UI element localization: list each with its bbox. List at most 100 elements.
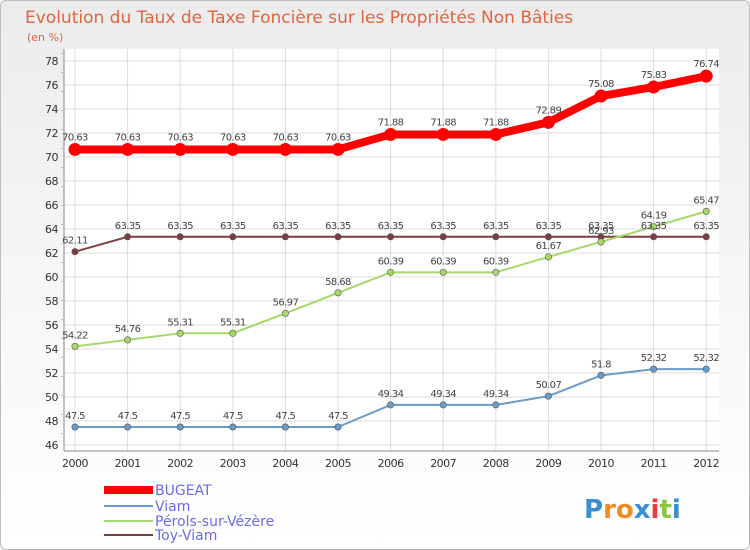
logo-letter: i <box>651 495 660 525</box>
logo-letter: x <box>634 495 651 525</box>
data-label: 54.76 <box>115 324 141 335</box>
data-label: 64.19 <box>641 211 667 222</box>
data-point <box>594 89 608 103</box>
data-point <box>71 342 79 350</box>
y-tick-label: 76 <box>45 79 58 92</box>
data-point <box>124 423 132 431</box>
data-label: 63.35 <box>693 221 719 232</box>
data-point <box>541 115 555 129</box>
y-tick-label: 62 <box>45 247 58 260</box>
data-point <box>124 233 132 241</box>
grid-layer <box>64 49 719 451</box>
y-tick-label: 64 <box>45 223 58 236</box>
data-point <box>439 268 447 276</box>
data-point <box>71 248 79 256</box>
data-point <box>702 365 710 373</box>
data-label: 63.35 <box>483 221 509 232</box>
logo-letter: i <box>672 495 681 525</box>
data-label: 60.39 <box>483 256 509 267</box>
chart-title: Evolution du Taux de Taxe Foncière sur l… <box>25 8 573 28</box>
data-label: 70.63 <box>167 132 193 143</box>
data-label: 47.5 <box>118 411 138 422</box>
data-point <box>597 371 605 379</box>
data-label: 63.35 <box>167 221 193 232</box>
data-label: 58.68 <box>325 277 351 288</box>
data-point <box>334 289 342 297</box>
data-point <box>176 233 184 241</box>
chart-subtitle: (en %) <box>27 31 63 44</box>
y-tick-label: 60 <box>45 271 58 284</box>
data-point <box>176 329 184 337</box>
data-label: 63.35 <box>641 221 667 232</box>
data-label: 60.39 <box>430 256 456 267</box>
y-tick-label: 74 <box>45 103 58 116</box>
data-point <box>331 142 345 156</box>
legend-label: Viam <box>155 499 190 515</box>
data-point <box>278 142 292 156</box>
x-tick-label: 2000 <box>62 457 88 470</box>
data-label: 51.8 <box>591 359 611 370</box>
data-label: 70.63 <box>62 132 88 143</box>
legend-label: BUGEAT <box>155 483 212 499</box>
x-tick-label: 2005 <box>325 457 351 470</box>
data-point <box>439 233 447 241</box>
data-label: 47.5 <box>65 411 85 422</box>
y-tick-label: 58 <box>45 295 58 308</box>
data-label: 62.11 <box>62 236 88 247</box>
data-label: 75.83 <box>641 70 667 81</box>
data-point <box>650 233 658 241</box>
data-label: 49.34 <box>430 389 456 400</box>
data-point <box>68 142 82 156</box>
x-tick-label: 2002 <box>167 457 193 470</box>
data-point <box>702 207 710 215</box>
x-tick-label: 2009 <box>535 457 561 470</box>
plot-area <box>64 49 719 451</box>
data-point <box>384 127 398 141</box>
data-point <box>650 365 658 373</box>
axis-layer: 46 48 50 52 54 56 58 60 62 64 66 68 70 72 74 76 78 2000 20… <box>45 49 720 470</box>
data-label: 71.88 <box>430 117 456 128</box>
data-label: 47.5 <box>170 411 190 422</box>
data-point <box>226 142 240 156</box>
data-point <box>281 423 289 431</box>
data-label: 62.93 <box>588 226 614 237</box>
data-label: 63.35 <box>220 221 246 232</box>
data-label: 63.35 <box>273 221 299 232</box>
data-point <box>173 142 187 156</box>
x-tick-label: 2007 <box>430 457 456 470</box>
data-point <box>439 401 447 409</box>
data-point <box>281 233 289 241</box>
data-label: 54.22 <box>62 330 88 341</box>
data-label: 71.88 <box>483 117 509 128</box>
data-point <box>597 238 605 246</box>
data-point <box>702 233 710 241</box>
data-label: 71.88 <box>378 117 404 128</box>
legend-label: Pérols-sur-Vézère <box>155 514 274 530</box>
data-point <box>544 253 552 261</box>
data-label: 52.32 <box>693 353 719 364</box>
data-point <box>387 401 395 409</box>
y-tick-label: 50 <box>45 391 58 404</box>
data-point <box>492 268 500 276</box>
data-point <box>647 80 661 94</box>
data-label: 70.63 <box>115 132 141 143</box>
data-label: 47.5 <box>275 411 295 422</box>
legend-label: Toy-Viam <box>154 528 217 544</box>
y-tick-label: 52 <box>45 367 58 380</box>
y-tick-label: 78 <box>45 55 58 68</box>
data-point <box>492 233 500 241</box>
data-label: 63.35 <box>430 221 456 232</box>
logo-letter: P <box>584 495 603 525</box>
data-label-layer: 70.63 70.63 70.63 70.63 70.63 70.63 71.88 71.88… <box>62 59 720 422</box>
data-point <box>176 423 184 431</box>
data-point <box>492 401 500 409</box>
data-label: 63.35 <box>536 221 562 232</box>
x-tick-label: 2004 <box>272 457 298 470</box>
data-point <box>387 268 395 276</box>
data-point <box>544 392 552 400</box>
data-point <box>71 423 79 431</box>
data-point <box>229 233 237 241</box>
data-label: 75.08 <box>588 79 614 90</box>
data-label: 70.63 <box>273 132 299 143</box>
